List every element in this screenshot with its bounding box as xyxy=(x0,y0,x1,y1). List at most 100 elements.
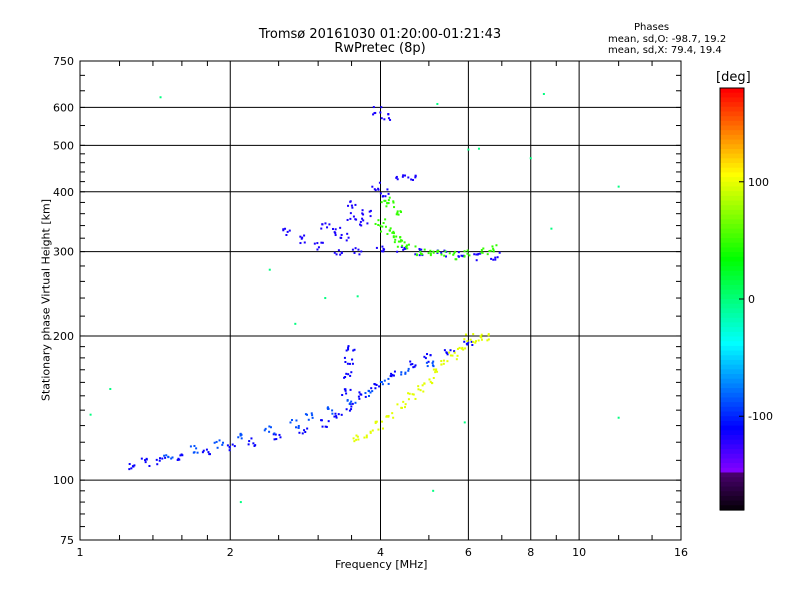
data-point xyxy=(340,233,343,236)
data-point xyxy=(417,388,420,391)
colorbar-segment xyxy=(720,336,744,342)
data-point xyxy=(472,340,475,343)
phase-stats-o: mean, sd,O: -98.7, 19.2 xyxy=(608,34,727,45)
colorbar-segment xyxy=(720,486,744,492)
colorbar-segment xyxy=(720,247,744,253)
data-point xyxy=(286,230,289,233)
colorbar-segment xyxy=(720,345,744,352)
x-tick-label: 1 xyxy=(77,546,84,559)
data-point xyxy=(388,196,391,199)
data-point xyxy=(221,443,224,446)
data-point xyxy=(473,253,476,256)
data-point xyxy=(363,436,366,439)
data-point xyxy=(461,255,464,258)
data-point xyxy=(410,178,413,181)
data-point xyxy=(289,421,292,424)
data-point xyxy=(282,228,285,231)
data-point xyxy=(347,346,350,349)
data-point xyxy=(386,188,389,191)
data-point xyxy=(348,409,351,412)
colorbar-segment xyxy=(720,261,744,267)
data-point xyxy=(378,181,381,184)
data-point xyxy=(389,118,392,121)
data-point xyxy=(396,210,399,213)
data-point xyxy=(406,247,409,250)
data-point xyxy=(353,440,356,443)
data-point xyxy=(443,349,446,352)
data-point xyxy=(263,429,266,432)
colorbar-segment xyxy=(720,252,744,258)
data-point xyxy=(465,333,468,336)
data-point xyxy=(240,437,243,440)
data-point xyxy=(392,416,395,419)
data-point xyxy=(492,249,495,252)
data-point xyxy=(466,340,469,343)
data-point xyxy=(278,433,281,436)
data-point xyxy=(432,250,435,253)
data-point xyxy=(392,374,395,377)
colorbar-segment xyxy=(720,374,744,380)
data-point xyxy=(282,229,285,232)
data-point xyxy=(407,392,410,395)
colorbar-segment xyxy=(720,284,744,291)
data-point xyxy=(396,211,399,214)
colorbar-segment xyxy=(720,116,744,122)
data-point xyxy=(369,391,372,394)
data-point xyxy=(474,341,477,344)
colorbar-segment xyxy=(720,134,744,141)
data-point xyxy=(379,380,382,383)
data-point xyxy=(419,250,422,253)
data-point xyxy=(436,370,439,373)
colorbar-segment xyxy=(720,299,744,305)
data-point xyxy=(372,113,375,116)
data-point xyxy=(295,419,298,422)
data-point xyxy=(374,420,377,423)
data-point xyxy=(303,429,306,432)
phase-stats-title: Phases xyxy=(634,22,670,33)
data-point xyxy=(440,251,443,254)
data-point xyxy=(371,185,374,188)
data-point xyxy=(475,340,478,343)
data-point xyxy=(222,441,225,444)
data-point xyxy=(388,229,391,232)
data-point xyxy=(451,354,454,357)
data-point xyxy=(425,361,428,364)
data-point xyxy=(386,202,389,205)
data-point xyxy=(407,367,410,370)
data-point xyxy=(440,363,443,366)
data-point xyxy=(374,189,377,192)
colorbar-segment xyxy=(720,148,744,155)
data-point xyxy=(390,375,393,378)
data-point xyxy=(279,436,282,439)
data-point xyxy=(373,112,376,115)
data-point xyxy=(295,426,298,429)
data-point xyxy=(400,373,403,376)
data-point xyxy=(429,380,432,383)
data-point xyxy=(325,425,328,428)
data-point xyxy=(193,451,196,454)
data-point xyxy=(385,415,388,418)
data-point xyxy=(475,253,478,256)
data-point xyxy=(400,246,403,249)
data-point xyxy=(381,245,384,248)
data-point xyxy=(369,430,372,433)
data-point xyxy=(423,382,426,385)
data-point xyxy=(477,147,480,150)
data-point xyxy=(381,420,384,423)
data-point xyxy=(387,199,390,202)
data-point xyxy=(400,371,403,374)
colorbar-segment xyxy=(720,130,744,136)
data-point xyxy=(349,200,352,203)
data-point xyxy=(412,393,415,396)
data-point xyxy=(492,250,495,253)
data-point xyxy=(418,254,421,257)
data-point xyxy=(354,203,357,206)
colorbar-segment xyxy=(720,209,744,216)
data-point xyxy=(384,195,387,198)
data-point xyxy=(358,397,361,400)
colorbar-segment xyxy=(720,420,744,427)
data-point xyxy=(414,176,417,179)
data-point xyxy=(387,382,390,385)
data-point xyxy=(366,222,369,225)
